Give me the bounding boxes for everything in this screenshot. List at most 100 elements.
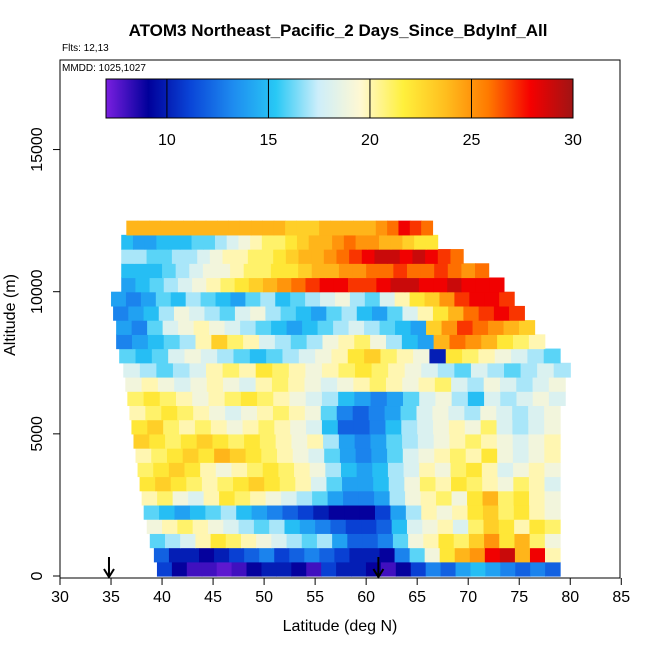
heatmap-cell [208,391,226,407]
heatmap-cell [353,220,366,236]
heatmap-cell [153,462,170,478]
heatmap-cell [454,291,470,307]
heatmap-cell [483,519,500,534]
heatmap-cell [149,277,165,293]
heatmap-cell [425,561,442,577]
y-axis: 0 5000 10000 15000 [29,127,60,580]
heatmap-cell [421,504,438,520]
heatmap-cell [339,448,357,463]
heatmap-cell [203,234,216,250]
heatmap-cell [499,547,516,563]
heatmap-cell [241,405,258,421]
heatmap-cell [374,490,391,506]
heatmap-cell [180,533,196,549]
heatmap-cell [305,277,321,293]
heatmap-cell [256,405,274,421]
heatmap-cell [362,277,377,293]
heatmap-cell [461,277,477,293]
heatmap-cell [279,476,296,492]
heatmap-cell [379,320,396,335]
heatmap-cell [400,405,418,421]
heatmap-cell [406,263,422,279]
heatmap-cell [220,277,236,293]
heatmap-cell [206,362,224,378]
heatmap-cell [448,405,465,421]
heatmap-cell [192,391,210,407]
heatmap-cell [386,391,404,407]
heatmap-cell [512,334,530,350]
heatmap-cell [488,320,505,335]
heatmap-cell [393,263,408,279]
x-tick-label: 70 [459,589,477,606]
heatmap-cell [209,320,226,335]
heatmap-cell [528,419,545,435]
heatmap-cell [341,305,358,321]
heatmap-cell [262,277,278,293]
heatmap-cell [132,334,149,350]
heatmap-cell [158,305,175,321]
heatmap-cell [482,504,499,520]
heatmap-cell [370,433,387,449]
heatmap-cell [344,504,361,520]
heatmap-cell [231,462,248,478]
heatmap-cell [454,547,471,563]
heatmap-cell [251,220,263,236]
heatmap-cell [390,234,404,250]
heatmap-cell [544,490,561,506]
heatmap-cell [480,405,497,421]
heatmap-cell [315,348,333,364]
heatmap-cell [379,291,396,307]
heatmap-cell [330,220,343,236]
y-tick-label: 5000 [29,416,46,452]
heatmap-cell [156,561,173,577]
heatmap-cell [457,320,474,335]
heatmap-cell [424,547,441,563]
heatmap-cell [151,448,168,463]
heatmap-cell [193,320,210,335]
heatmap-cell [240,320,257,335]
heatmap-cell [224,320,241,335]
heatmap-cell [245,448,262,463]
heatmap-cell [513,504,530,520]
heatmap-cell [544,504,561,520]
heatmap-cell [435,391,453,407]
heatmap-cell [194,419,212,435]
heatmap-cell [463,305,480,321]
heatmap-cell [399,249,414,264]
heatmap-cell [223,519,240,534]
heatmap-cell [159,391,177,407]
heatmap-cell [448,305,464,321]
heatmap-cell [512,448,530,463]
heatmap-cell [356,305,373,321]
heatmap-cell [438,533,455,549]
heatmap-cell [410,320,427,335]
heatmap-cell [308,234,322,250]
heatmap-cell [475,263,490,279]
heatmap-cell [265,490,282,506]
chart-title: ATOM3 Northeast_Pacific_2 Days_Since_Bdy… [129,21,548,40]
heatmap-cell [324,448,341,463]
heatmap-cell [301,533,318,549]
heatmap-cell [121,234,134,250]
heatmap-cell [216,263,231,279]
heatmap-cell [274,547,290,563]
heatmap-cell [297,504,314,520]
heatmap-cell [153,547,170,563]
heatmap-cell [168,547,185,563]
heatmap-cell [439,547,456,563]
heatmap-cell [480,419,498,435]
heatmap-cell [362,533,379,549]
heatmap-cell [296,490,313,506]
heatmap-cell [497,334,514,350]
heatmap-cell [373,476,390,492]
heatmap-cell [408,533,424,549]
heatmap-cell [250,305,266,321]
heatmap-cell [239,362,257,378]
heatmap-cell [529,490,546,506]
heatmap-cell [220,504,237,520]
heatmap-cell [227,334,244,350]
heatmap-cell [478,348,496,364]
heatmap-cell [274,334,292,350]
heatmap-cell [217,220,229,236]
heatmap-cell [231,561,248,577]
